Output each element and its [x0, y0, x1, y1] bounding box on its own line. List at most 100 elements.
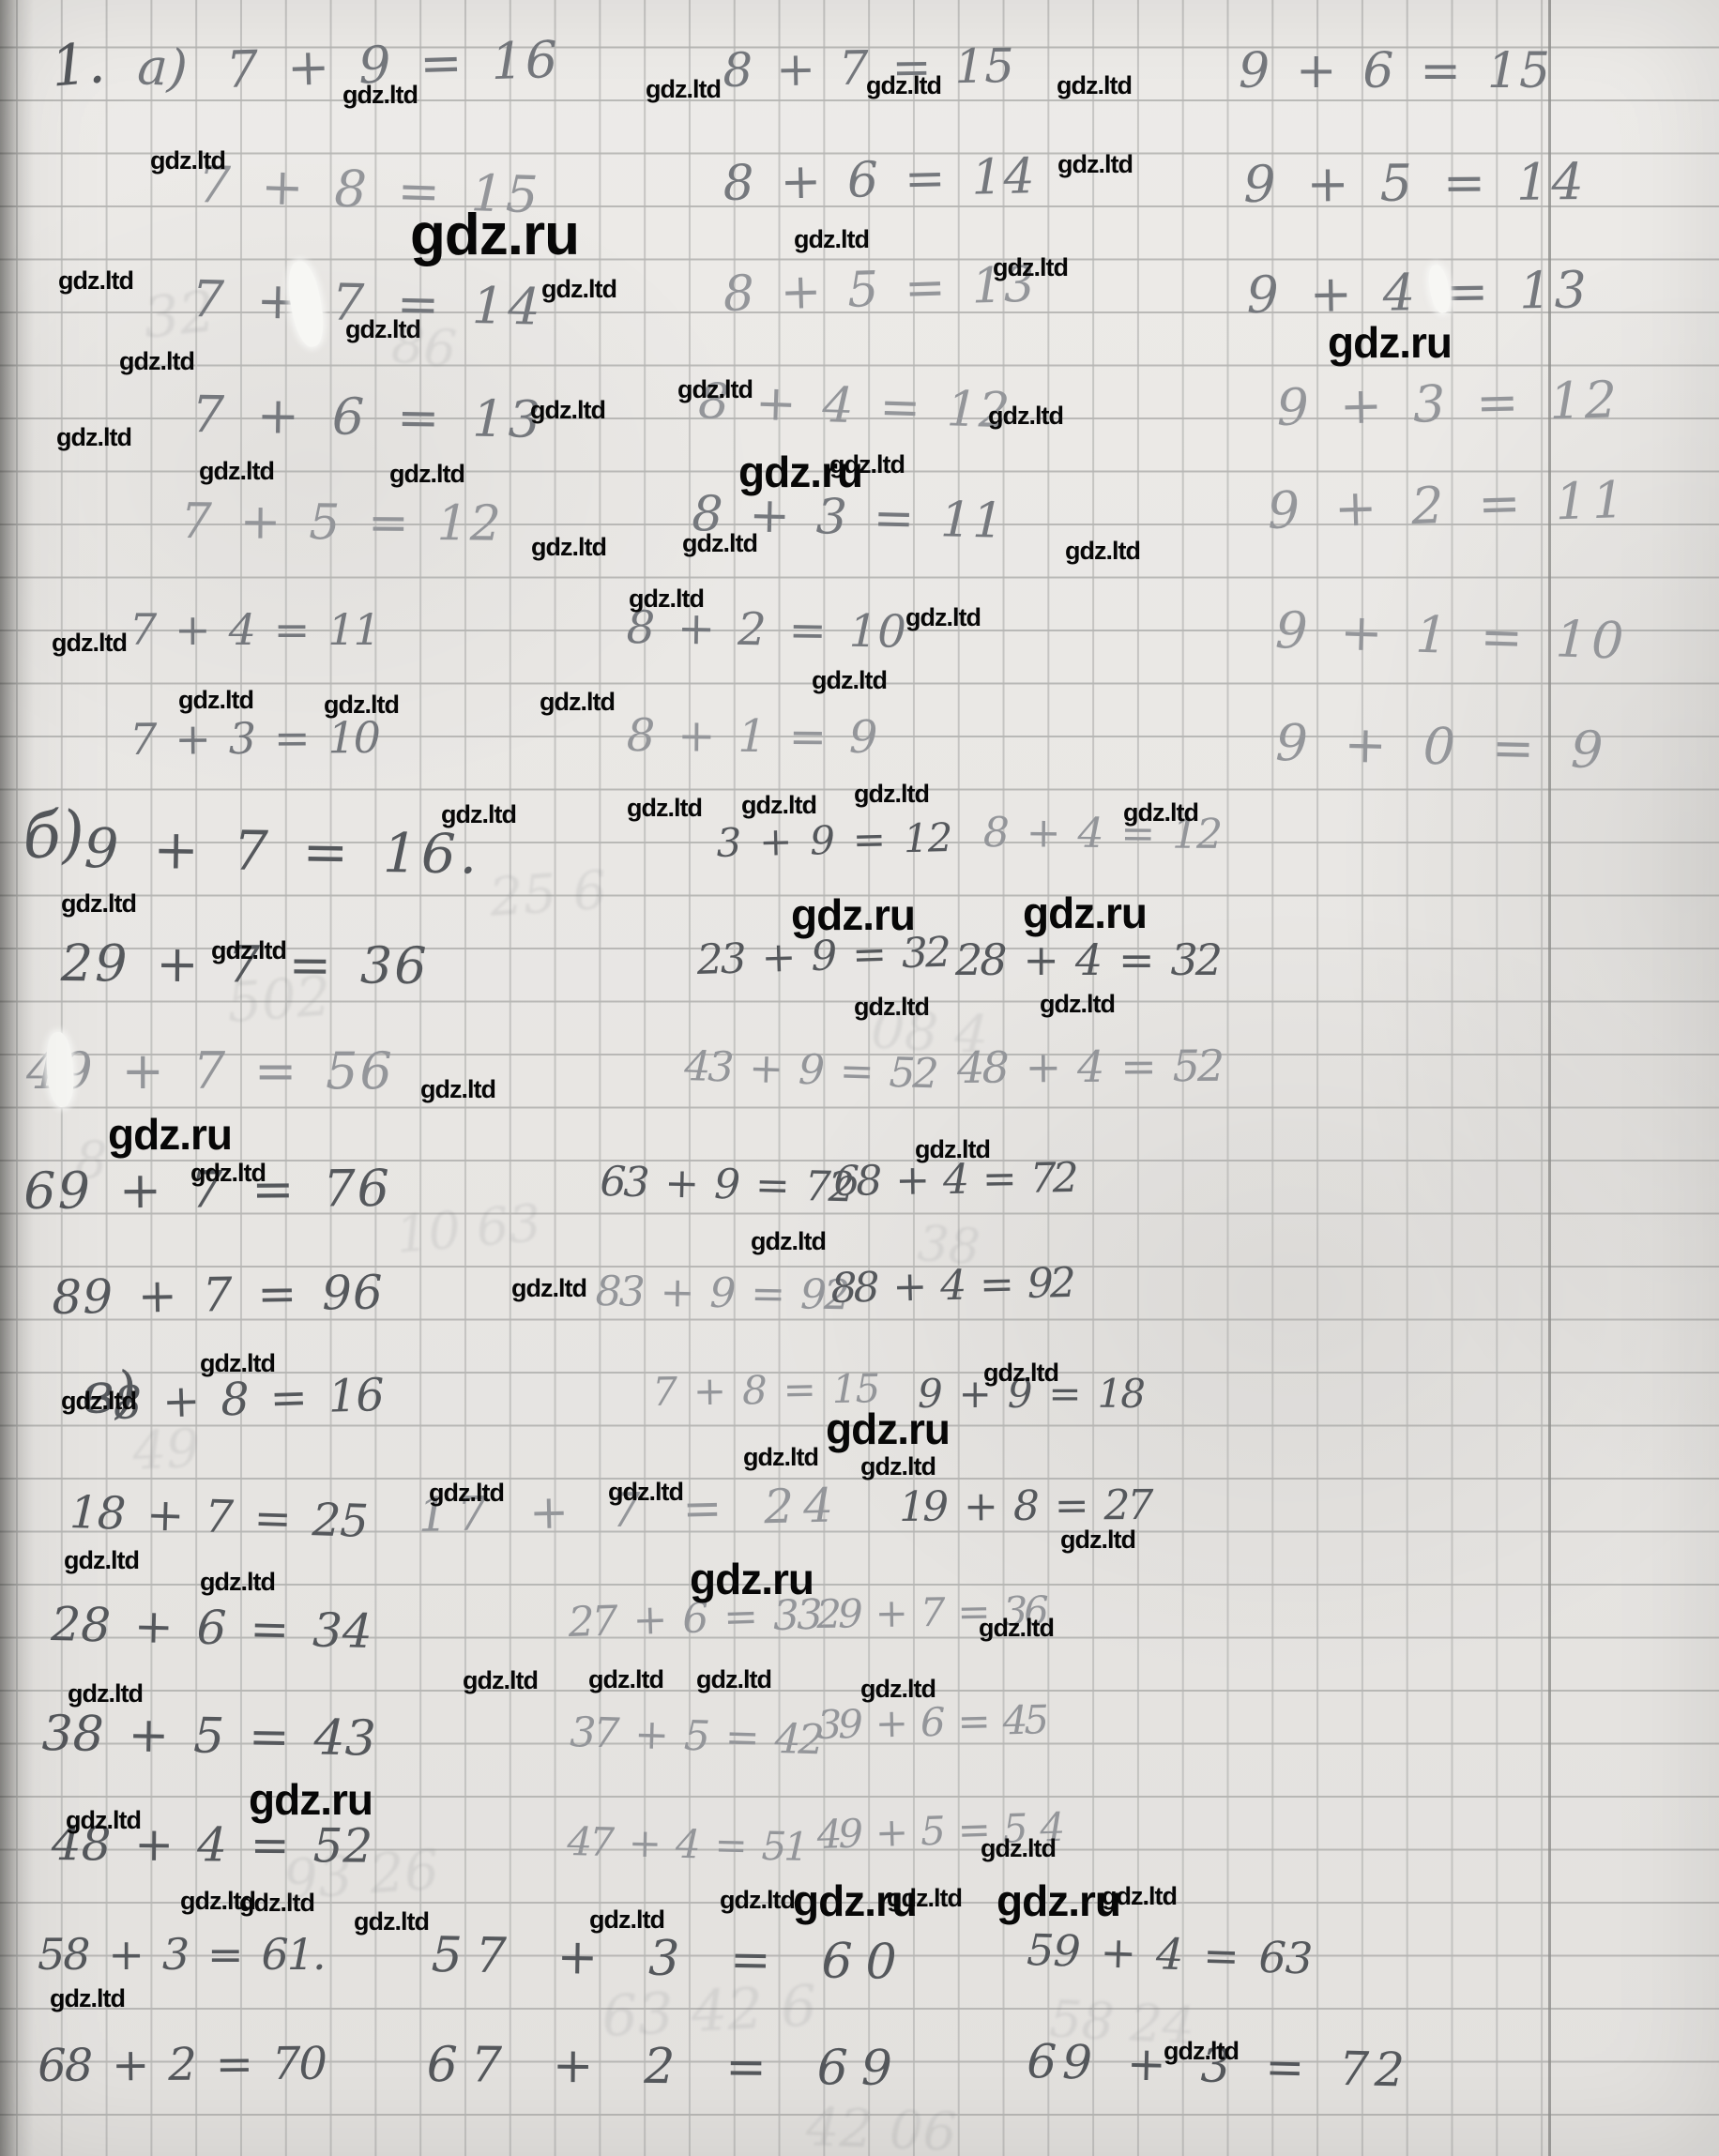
watermark-gdz-ltd: gdz.ltd — [200, 1349, 276, 1377]
watermark-gdz-ltd: gdz.ltd — [64, 1546, 140, 1574]
ghost-bleedthrough-mark: 32 — [140, 279, 219, 352]
equation: 58 + 3 = 61. — [38, 1929, 327, 1980]
watermark-gdz-ltd: gdz.ltd — [860, 1675, 936, 1703]
watermark-gdz-ltd: gdz.ltd — [441, 800, 517, 828]
part-b-label: б) — [20, 797, 87, 873]
watermark-gdz-ltd: gdz.ltd — [239, 1889, 315, 1917]
watermark-gdz-ltd: gdz.ltd — [794, 225, 870, 253]
equation: 23 + 9 = 32 — [695, 928, 950, 984]
ghost-bleedthrough-mark: 08 4 — [869, 999, 990, 1067]
watermark-gdz-ltd: gdz.ltd — [463, 1666, 539, 1694]
watermark-gdz-ru: gdz.ru — [410, 203, 580, 267]
equation: 68 + 4 = 72 — [832, 1153, 1076, 1206]
watermark-gdz-ltd: gdz.ltd — [530, 396, 606, 424]
equation: 18 + 7 = 25 — [68, 1486, 369, 1548]
equation: 39 + 6 = 45 — [815, 1696, 1046, 1748]
watermark-gdz-ltd: gdz.ltd — [988, 402, 1064, 430]
watermark-gdz-ltd: gdz.ltd — [887, 1884, 963, 1912]
watermark-gdz-ltd: gdz.ltd — [915, 1135, 991, 1163]
watermark-gdz-ltd: gdz.ltd — [1057, 71, 1133, 99]
watermark-gdz-ltd: gdz.ltd — [178, 686, 254, 714]
equation: 49 + 7 = 56 — [26, 1041, 394, 1101]
watermark-gdz-ltd: gdz.ltd — [1040, 990, 1116, 1018]
spine-shadow — [0, 0, 34, 2156]
watermark-gdz-ltd: gdz.ltd — [68, 1679, 144, 1708]
watermark-gdz-ltd: gdz.ltd — [511, 1274, 587, 1302]
equation: 68 + 2 = 70 — [37, 2037, 327, 2092]
ghost-bleedthrough-mark: 58 24 — [1047, 1989, 1196, 2057]
watermark-gdz-ltd: gdz.ltd — [429, 1479, 505, 1507]
ghost-bleedthrough-mark: 10 63 — [393, 1192, 544, 1265]
equation: 67 + 2 = 69 — [426, 2037, 906, 2098]
watermark-gdz-ltd: gdz.ltd — [608, 1478, 684, 1506]
watermark-gdz-ltd: gdz.ltd — [979, 1614, 1055, 1642]
watermark-gdz-ltd: gdz.ltd — [1102, 1882, 1178, 1910]
watermark-gdz-ltd: gdz.ltd — [1057, 150, 1133, 178]
watermark-gdz-ltd: gdz.ltd — [696, 1665, 772, 1693]
watermark-gdz-ltd: gdz.ltd — [389, 460, 465, 488]
equation: 8 + 8 = 16 — [112, 1368, 385, 1430]
equation: 59 + 4 = 63 — [1026, 1924, 1314, 1984]
watermark-gdz-ltd: gdz.ltd — [905, 603, 981, 631]
ghost-bleedthrough-mark: 38 — [916, 1216, 982, 1277]
watermark-gdz-ltd: gdz.ltd — [1164, 2037, 1240, 2065]
watermark-gdz-ltd: gdz.ltd — [983, 1359, 1059, 1387]
ghost-bleedthrough-mark: 25 6 — [487, 859, 609, 929]
ghost-bleedthrough-mark: 502 — [224, 964, 333, 1035]
watermark-gdz-ltd: gdz.ltd — [743, 1443, 819, 1471]
watermark-gdz-ltd: gdz.ltd — [190, 1159, 266, 1187]
watermark-gdz-ltd: gdz.ltd — [345, 315, 421, 343]
equation: 48 + 4 = 52 — [956, 1040, 1223, 1093]
watermark-gdz-ltd: gdz.ltd — [627, 794, 703, 822]
watermark-gdz-ltd: gdz.ltd — [119, 347, 195, 375]
grid-vertical-lines — [0, 0, 1551, 2156]
equation: 89 + 7 = 96 — [51, 1265, 385, 1325]
watermark-gdz-ru: gdz.ru — [826, 1404, 951, 1453]
equation: 3 + 9 = 12 — [715, 814, 952, 866]
watermark-gdz-ltd: gdz.ltd — [854, 993, 930, 1021]
watermark-gdz-ltd: gdz.ltd — [860, 1452, 936, 1480]
watermark-gdz-ltd: gdz.ltd — [52, 629, 128, 657]
watermark-gdz-ltd: gdz.ltd — [646, 75, 722, 103]
watermark-gdz-ltd: gdz.ltd — [199, 457, 275, 485]
problem-number-label: 1. — [48, 30, 108, 100]
equation: 83 + 9 = 92 — [595, 1268, 848, 1320]
watermark-gdz-ltd: gdz.ltd — [751, 1227, 827, 1255]
watermark-gdz-ltd: gdz.ltd — [420, 1075, 496, 1103]
equation: 57 + 3 = 60 — [431, 1927, 911, 1992]
watermark-gdz-ru: gdz.ru — [108, 1110, 233, 1159]
equation: 8 + 1 = 9 — [626, 709, 878, 765]
watermark-gdz-ltd: gdz.ltd — [589, 1905, 665, 1934]
equation: 9 + 3 = 12 — [1275, 370, 1620, 437]
watermark-gdz-ru: gdz.ru — [1023, 888, 1148, 937]
watermark-gdz-ltd: gdz.ltd — [1123, 798, 1199, 827]
watermark-gdz-ltd: gdz.ltd — [66, 1806, 142, 1834]
equation: 28 + 6 = 34 — [50, 1597, 373, 1660]
watermark-gdz-ru: gdz.ru — [996, 1876, 1121, 1925]
watermark-gdz-ltd: gdz.ltd — [1060, 1526, 1136, 1554]
equation: 9 + 5 = 14 — [1242, 152, 1587, 214]
watermark-gdz-ltd: gdz.ltd — [211, 936, 287, 964]
watermark-gdz-ru: gdz.ru — [1328, 318, 1453, 367]
equation: 9 + 7 = 16. — [84, 816, 481, 887]
watermark-gdz-ru: gdz.ru — [249, 1775, 373, 1824]
watermark-gdz-ltd: gdz.ltd — [58, 266, 134, 295]
watermark-gdz-ltd: gdz.ltd — [981, 1834, 1057, 1862]
watermark-gdz-ltd: gdz.ltd — [56, 423, 132, 451]
ghost-bleedthrough-mark: 93 26 — [281, 1837, 442, 1912]
watermark-gdz-ltd: gdz.ltd — [531, 533, 607, 561]
equation: 7 + 3 = 10 — [129, 711, 380, 765]
watermark-gdz-ru: gdz.ru — [690, 1555, 814, 1603]
equation: 7 + 5 = 12 — [180, 493, 504, 553]
equation: 47 + 4 = 51 — [566, 1818, 807, 1870]
equation: 7 + 6 = 13 — [191, 385, 545, 449]
watermark-gdz-ltd: gdz.ltd — [854, 780, 930, 808]
equation: 38 + 5 = 43 — [41, 1706, 377, 1768]
watermark-gdz-ru: gdz.ru — [738, 448, 863, 496]
watermark-gdz-ltd: gdz.ltd — [61, 1387, 137, 1415]
watermark-gdz-ltd: gdz.ltd — [629, 585, 705, 613]
equation: 9 + 9 = 18 — [918, 1371, 1146, 1417]
page-margin-line — [1548, 0, 1551, 2156]
watermark-gdz-ltd: gdz.ltd — [180, 1887, 256, 1915]
